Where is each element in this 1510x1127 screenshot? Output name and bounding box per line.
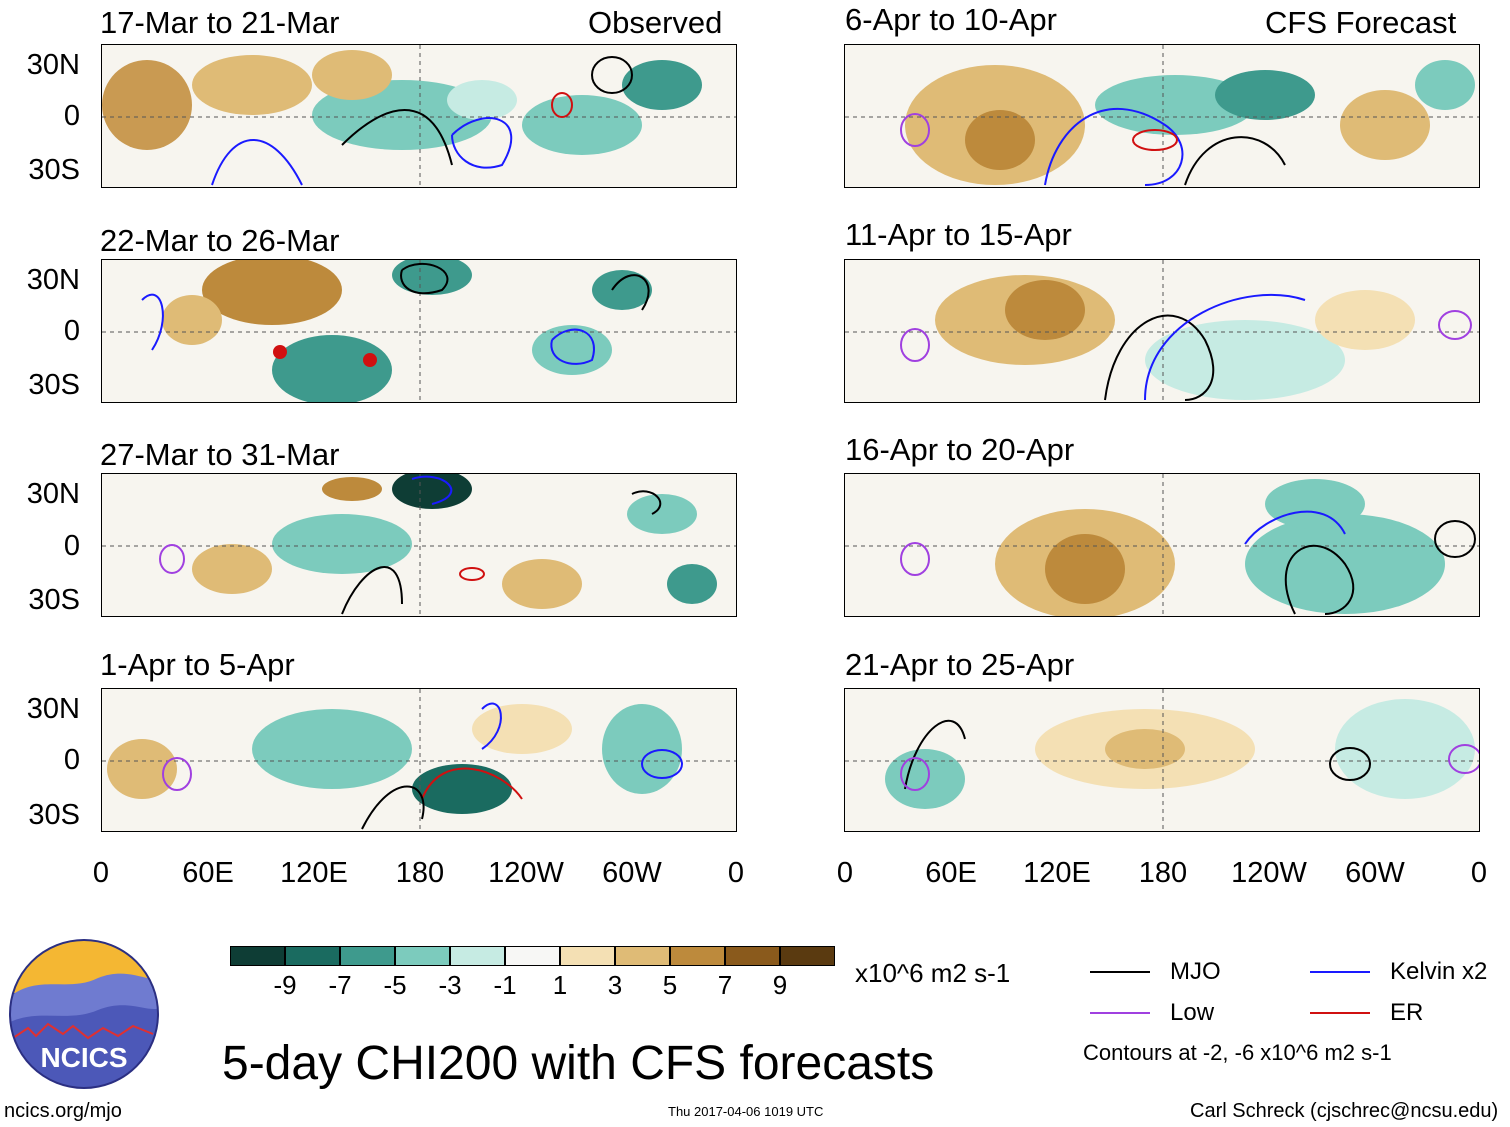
legend-contours-note: Contours at -2, -6 x10^6 m2 s-1 — [1083, 1040, 1392, 1065]
right-xlabel-120e: 120E — [1023, 857, 1091, 889]
colorbar-tick-label: 7 — [717, 970, 733, 1000]
legend-low-label: Low — [1170, 999, 1215, 1026]
map-panel-2 — [101, 259, 737, 403]
panel-8-title: 21-Apr to 25-Apr — [845, 647, 1075, 682]
legend-kelvin-label: Kelvin x2 — [1390, 958, 1488, 985]
right-xlabel-180: 180 — [1138, 857, 1188, 889]
colorbar-tick-label: -1 — [493, 970, 517, 1000]
footer-timestamp: Thu 2017-04-06 1019 UTC — [668, 1104, 824, 1119]
panel-7-title: 16-Apr to 20-Apr — [845, 432, 1075, 467]
map-panel-5 — [844, 44, 1480, 188]
panel-3-ylabel-0: 0 — [63, 530, 80, 562]
main-title: 5-day CHI200 with CFS forecasts — [222, 1037, 935, 1090]
colorbar-tick-label: 9 — [772, 970, 788, 1000]
panel-3-title: 27-Mar to 31-Mar — [100, 437, 340, 472]
map-panel-5-plot — [845, 45, 1479, 187]
colorbar-swatch — [230, 946, 285, 966]
right-xlabel-0-end: 0 — [1470, 857, 1488, 889]
legend-er-line — [1310, 1012, 1370, 1014]
left-xlabel-60w: 60W — [602, 857, 662, 889]
ncics-logo-graphic — [9, 939, 159, 1089]
panel-1-ylabel-30n: 30N — [26, 49, 80, 81]
panel-4-ylabel-0: 0 — [63, 744, 80, 776]
colorbar-swatch — [285, 946, 340, 966]
colorbar-swatch — [340, 946, 395, 966]
ncics-logo[interactable]: NCICS — [8, 938, 160, 1090]
panel-2-title: 22-Mar to 26-Mar — [100, 223, 340, 258]
panel-1-ylabel-30s: 30S — [28, 154, 80, 186]
map-panel-8 — [844, 688, 1480, 832]
footer-site-link[interactable]: ncics.org/mjo — [4, 1100, 122, 1122]
colorbar-swatch — [560, 946, 615, 966]
panel-6-title: 11-Apr to 15-Apr — [845, 217, 1072, 252]
map-panel-7 — [844, 473, 1480, 617]
panel-1-title: 17-Mar to 21-Mar — [100, 5, 340, 40]
colorbar-tick-label: 1 — [552, 970, 568, 1000]
map-panel-7-plot — [845, 474, 1479, 616]
colorbar-swatch — [670, 946, 725, 966]
panel-1-ylabel-0: 0 — [63, 100, 80, 132]
colorbar-tick-label: 5 — [662, 970, 678, 1000]
colorbar-tick-label: -3 — [438, 970, 462, 1000]
map-panel-4 — [101, 688, 737, 832]
map-panel-3-plot — [102, 474, 736, 616]
panel-2-ylabel-30s: 30S — [28, 369, 80, 401]
legend-low-line — [1090, 1012, 1150, 1014]
panel-2-ylabel-0: 0 — [63, 315, 80, 347]
colorbar-swatch — [450, 946, 505, 966]
right-xlabel-120w: 120W — [1231, 857, 1307, 889]
legend-mjo-line — [1090, 971, 1150, 973]
panel-2-ylabel-30n: 30N — [26, 264, 80, 296]
panel-3-ylabel-30n: 30N — [26, 478, 80, 510]
map-panel-2-plot — [102, 260, 736, 402]
footer-author: Carl Schreck (cjschrec@ncsu.edu) — [1190, 1100, 1499, 1122]
colorbar-tick-label: -5 — [383, 970, 407, 1000]
colorbar-tick-label: -7 — [328, 970, 352, 1000]
left-xlabel-0-end: 0 — [727, 857, 745, 889]
legend-mjo-label: MJO — [1170, 958, 1221, 985]
map-panel-1 — [101, 44, 737, 188]
colorbar-swatch — [505, 946, 560, 966]
right-xlabel-60w: 60W — [1345, 857, 1405, 889]
colorbar-swatch — [780, 946, 835, 966]
panel-4-title: 1-Apr to 5-Apr — [100, 647, 295, 682]
left-xlabel-0: 0 — [92, 857, 110, 889]
logo-text: NCICS — [40, 1042, 128, 1073]
left-xlabel-60e: 60E — [182, 857, 234, 889]
panel-4-ylabel-30s: 30S — [28, 799, 80, 831]
colorbar-swatch — [395, 946, 450, 966]
left-xlabel-120w: 120W — [488, 857, 564, 889]
legend-kelvin-line — [1310, 971, 1370, 973]
colorbar-swatch — [725, 946, 780, 966]
map-panel-4-plot — [102, 689, 736, 831]
panel-forecast-tag: CFS Forecast — [1265, 5, 1457, 40]
colorbar-tick-label: -9 — [273, 970, 297, 1000]
right-xlabel-0: 0 — [836, 857, 854, 889]
map-panel-6 — [844, 259, 1480, 403]
panel-3-ylabel-30s: 30S — [28, 584, 80, 616]
map-panel-6-plot — [845, 260, 1479, 402]
map-panel-8-plot — [845, 689, 1479, 831]
colorbar-tick-label: 3 — [607, 970, 623, 1000]
map-panel-3 — [101, 473, 737, 617]
map-panel-1-plot — [102, 45, 736, 187]
left-xlabel-120e: 120E — [280, 857, 348, 889]
panel-4-ylabel-30n: 30N — [26, 693, 80, 725]
right-xlabel-60e: 60E — [925, 857, 977, 889]
legend-er-label: ER — [1390, 999, 1424, 1026]
colorbar-swatch — [615, 946, 670, 966]
colorbar-unit: x10^6 m2 s-1 — [855, 958, 1011, 988]
left-xlabel-180: 180 — [395, 857, 445, 889]
panel-5-title: 6-Apr to 10-Apr — [845, 2, 1057, 37]
panel-observed-tag: Observed — [588, 5, 723, 40]
